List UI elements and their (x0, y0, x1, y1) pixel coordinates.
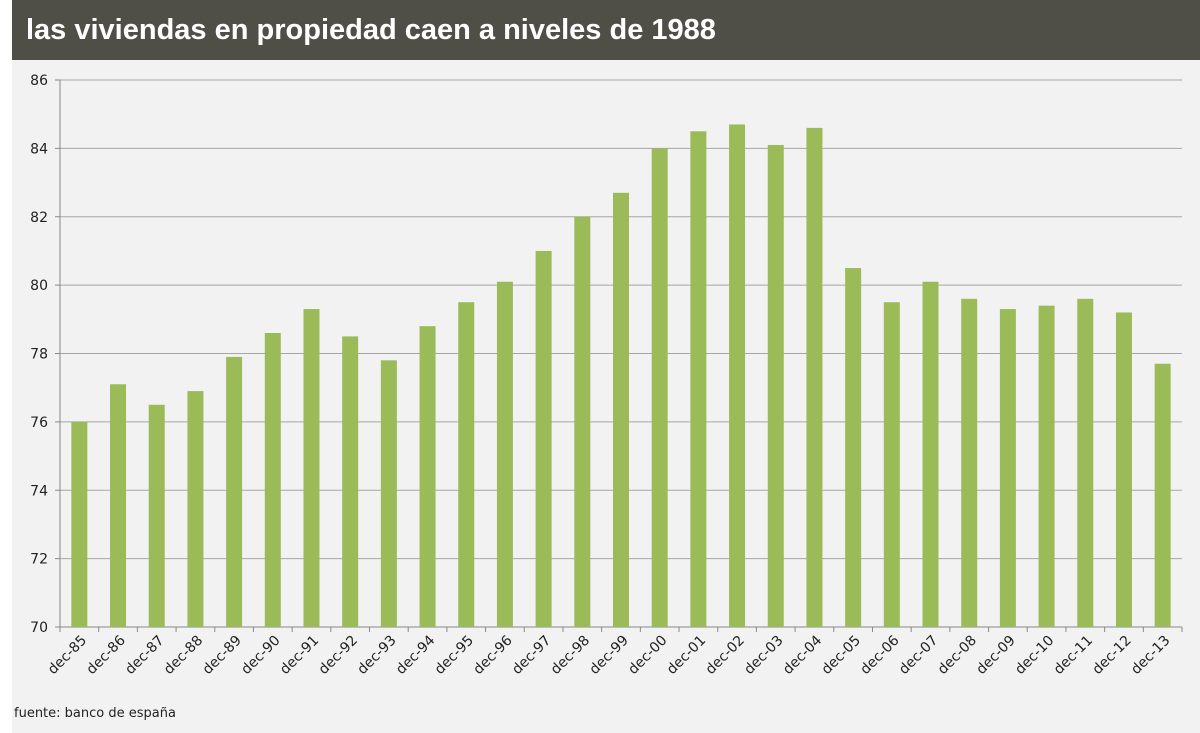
x-tick-label: dec-09 (973, 633, 1018, 678)
x-tick-label: dec-08 (935, 633, 980, 678)
x-tick-label: dec-06 (857, 632, 902, 677)
bar-dec-88 (187, 391, 204, 627)
bar-dec-96 (496, 281, 513, 627)
bar-dec-11 (1077, 298, 1094, 627)
x-tick-label: dec-00 (625, 633, 670, 678)
bar-dec-08 (961, 298, 978, 627)
x-tick-label: dec-96 (470, 632, 515, 677)
bar-dec-91 (303, 309, 320, 627)
bar-dec-92 (342, 336, 359, 627)
x-tick-label: dec-99 (587, 633, 632, 678)
bar-dec-04 (806, 127, 823, 628)
bar-dec-10 (1038, 305, 1055, 627)
x-tick-label: dec-90 (238, 633, 283, 678)
y-tick-label: 74 (30, 483, 48, 499)
bar-dec-90 (264, 332, 281, 627)
x-tick-label: dec-05 (819, 633, 864, 678)
y-tick-label: 76 (30, 415, 48, 431)
bar-dec-99 (613, 192, 629, 627)
y-tick-label: 80 (30, 278, 48, 294)
bar-dec-06 (883, 302, 900, 627)
x-tick-label: dec-07 (896, 633, 941, 678)
y-tick-label: 84 (30, 141, 48, 157)
x-tick-label: dec-87 (122, 633, 167, 678)
x-tick-label: dec-11 (1051, 633, 1096, 678)
bar-dec-85 (71, 421, 88, 627)
bar-dec-00 (651, 148, 668, 627)
bar-dec-03 (767, 144, 784, 628)
bar-dec-94 (419, 326, 436, 627)
y-tick-label: 86 (30, 73, 48, 89)
x-tick-label: dec-13 (1128, 633, 1173, 678)
x-tick-label: dec-93 (354, 633, 399, 678)
bar-dec-02 (729, 124, 746, 627)
x-tick-label: dec-12 (1089, 633, 1134, 678)
bar-dec-97 (535, 250, 552, 627)
y-tick-label: 70 (30, 620, 48, 636)
bar-dec-01 (690, 131, 707, 627)
y-tick-label: 82 (30, 210, 48, 226)
x-tick-label: dec-91 (277, 633, 322, 678)
x-tick-label: dec-97 (509, 633, 554, 678)
bar-dec-87 (148, 404, 165, 627)
bar-dec-98 (574, 216, 591, 627)
bar-dec-05 (845, 268, 862, 627)
x-tick-label: dec-92 (316, 633, 361, 678)
y-tick-label: 78 (30, 347, 48, 363)
x-tick-label: dec-94 (393, 632, 438, 677)
bar-dec-12 (1115, 312, 1132, 627)
bar-dec-13 (1154, 363, 1171, 627)
x-tick-label: dec-95 (432, 633, 477, 678)
bar-dec-86 (110, 384, 127, 627)
bar-dec-07 (922, 281, 939, 627)
bar-dec-93 (380, 360, 397, 627)
x-tick-label: dec-04 (780, 632, 825, 677)
x-tick-label: dec-98 (548, 633, 593, 678)
x-tick-label: dec-88 (161, 633, 206, 678)
chart-title: las viviendas en propiedad caen a nivele… (12, 0, 1200, 60)
bar-dec-09 (999, 309, 1016, 627)
x-tick-label: dec-10 (1012, 633, 1057, 678)
y-tick-label: 72 (30, 552, 48, 568)
x-tick-label: dec-85 (45, 633, 90, 678)
x-tick-label: dec-86 (84, 632, 129, 677)
bar-dec-95 (458, 302, 475, 627)
x-tick-label: dec-02 (703, 633, 748, 678)
x-tick-label: dec-03 (741, 633, 786, 678)
bar-dec-89 (226, 356, 243, 627)
x-tick-label: dec-89 (200, 633, 245, 678)
x-tick-label: dec-01 (664, 633, 709, 678)
source-note: fuente: banco de españa (14, 706, 176, 721)
